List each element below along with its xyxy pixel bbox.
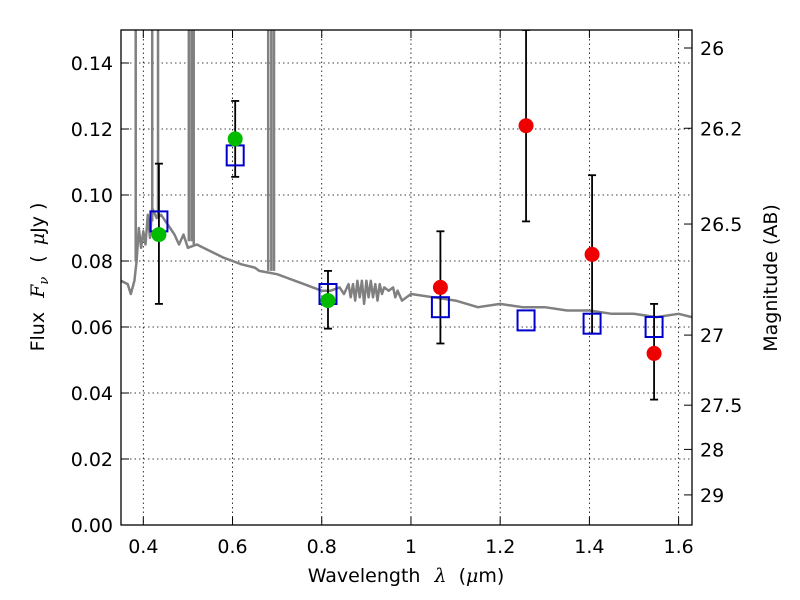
x-axis-title-prefix: Wavelength: [308, 565, 421, 587]
y-axis-title-symbol: F: [27, 284, 49, 299]
model-point-square: [516, 309, 536, 332]
model-spectrum-layer: [121, 30, 692, 319]
axis-ticks: [121, 30, 692, 526]
y-tick-label: 0.12: [71, 119, 113, 141]
x-axis-title: Wavelength λ (μm): [308, 565, 505, 587]
model-point-square: [430, 296, 450, 319]
x-tick-label: 0.8: [307, 536, 337, 558]
x-axis-title-symbol: λ: [433, 565, 446, 587]
y-tick-label: 0.04: [71, 383, 113, 405]
model-point-square: [582, 312, 602, 335]
y2-tick-label: 27.5: [700, 395, 742, 417]
y-tick-label: 0.14: [71, 53, 113, 75]
y-axis-title-mu: μ: [27, 233, 49, 245]
y-tick-label: 0.02: [71, 449, 113, 471]
x-tick-label: 1.2: [485, 536, 515, 558]
y-axis-title-prefix: Flux: [27, 312, 49, 352]
nir-data-point: [432, 279, 448, 295]
y-axis-title-unit: Jy ): [27, 203, 49, 234]
error-bars-layer: [154, 30, 659, 401]
optical-data-point: [151, 227, 167, 243]
nir-data-point: [584, 246, 600, 262]
x-tick-label: 1.4: [574, 536, 604, 558]
y2-tick-label: 28: [700, 439, 724, 461]
markers-layer: [149, 118, 664, 361]
y-axis-title-subscript: ν: [37, 277, 52, 285]
model-spectrum-line: [121, 206, 692, 319]
nir-data-point: [646, 345, 662, 361]
y2-tick-label: 26.2: [700, 118, 742, 140]
model-point-square: [644, 316, 664, 338]
y-axis-title-open: (: [27, 255, 49, 262]
y2-axis-title: Magnitude (AB): [760, 204, 782, 352]
x-tick-label: 1.6: [664, 536, 694, 558]
nir-data-point: [518, 118, 534, 134]
y-tick-label: 0.08: [71, 251, 113, 273]
grid-lines: [121, 30, 692, 526]
x-axis-title-open: (: [459, 565, 466, 587]
x-tick-label: 0.4: [128, 536, 158, 558]
y2-tick-label: 29: [700, 485, 724, 507]
y-tick-label: 0.00: [71, 515, 113, 537]
x-axis-title-unit: m): [478, 565, 504, 587]
y-axis-title: Flux Fν ( μJy ): [27, 203, 53, 352]
x-tick-label: 0.6: [217, 536, 247, 558]
y2-tick-label: 26: [700, 38, 724, 60]
x-tick-label: 1: [405, 536, 417, 558]
plot-frame: [120, 29, 693, 526]
optical-data-point: [227, 131, 243, 147]
x-axis-title-mu: μ: [466, 565, 478, 587]
y-tick-label: 0.06: [71, 317, 113, 339]
y2-tick-label: 26.5: [700, 214, 742, 236]
y-tick-label: 0.10: [71, 185, 113, 207]
y2-tick-label: 27: [700, 325, 724, 347]
axis-tick-labels: 0.4 0.6 0.8 1 1.2 1.4 1.6 0.00 0.02 0.04 0.06 0.08 0…: [71, 38, 743, 558]
optical-data-point: [320, 293, 336, 309]
